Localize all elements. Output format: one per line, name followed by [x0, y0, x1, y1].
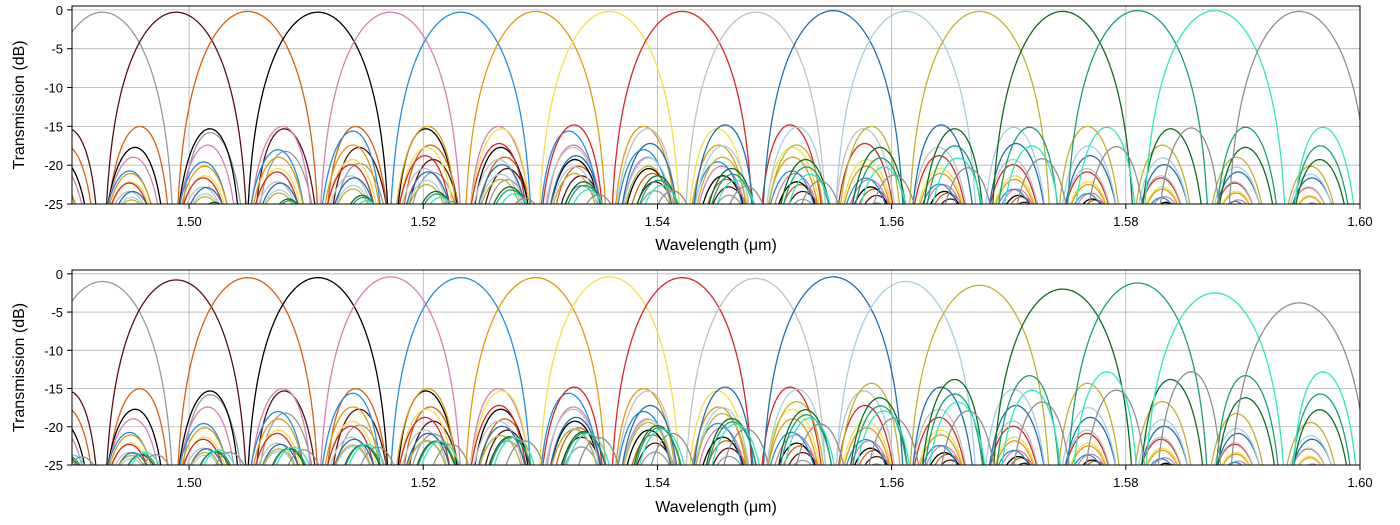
series-line-15: [72, 282, 1351, 465]
y-tick-label: -10: [44, 81, 63, 96]
y-axis-label: Transmission (dB): [11, 303, 28, 432]
plot-frame: [71, 269, 1361, 466]
series-line-12: [120, 280, 1333, 465]
y-tick-label: -25: [44, 197, 63, 212]
series-line-10: [114, 11, 1326, 204]
x-tick-label: 1.60: [1347, 214, 1372, 229]
y-tick-label: -5: [51, 305, 63, 320]
y-axis-label: Transmission (dB): [11, 40, 28, 169]
series-line-6: [72, 276, 1310, 465]
series-line-9: [110, 10, 1326, 204]
series-line-16: [72, 292, 1357, 465]
x-tick-label: 1.52: [411, 214, 436, 229]
y-tick-label: -20: [44, 158, 63, 173]
x-tick-label: 1.54: [645, 214, 670, 229]
x-tick-label: 1.50: [176, 475, 201, 490]
x-tick-label: 1.58: [1113, 214, 1138, 229]
series-line-6: [72, 11, 1310, 204]
series-line-2: [72, 11, 1031, 204]
x-axis-label: Wavelength (μm): [655, 499, 777, 516]
series-line-2: [72, 279, 1031, 465]
series-line-4: [72, 11, 1173, 204]
series-line-9: [110, 276, 1326, 465]
series-line-7: [72, 10, 1322, 204]
y-tick-label: -5: [51, 42, 63, 57]
y-tick-label: -10: [44, 343, 63, 358]
x-tick-label: 1.60: [1347, 475, 1372, 490]
x-tick-label: 1.56: [879, 475, 904, 490]
series-line-1: [72, 11, 883, 204]
series-line-8: [72, 10, 1323, 204]
series-line-12: [120, 10, 1333, 204]
x-tick-label: 1.58: [1113, 475, 1138, 490]
x-tick-label: 1.54: [645, 475, 670, 490]
x-tick-label: 1.56: [879, 214, 904, 229]
plot-frame: [71, 5, 1361, 205]
series-group: [72, 10, 1360, 204]
series-line-11: [118, 276, 1333, 465]
y-tick-label: -15: [44, 382, 63, 397]
series-line-8: [72, 276, 1323, 465]
series-line-7: [72, 276, 1322, 465]
x-tick-label: 1.52: [411, 475, 436, 490]
x-tick-label: 1.50: [176, 214, 201, 229]
y-tick-label: 0: [56, 267, 63, 282]
series-line-3: [72, 276, 1175, 465]
chart-bottom: 1.50 1.52 1.54 1.56 1.58 1.60 0 -5 -10 -15 -20 -25 W…: [11, 267, 1373, 516]
series-line-13: [118, 284, 1336, 465]
y-tick-label: 0: [56, 3, 63, 18]
y-tick-label: -15: [44, 119, 63, 134]
series-line-14: [72, 288, 1348, 465]
series-line-5: [72, 276, 1318, 465]
series-line-1: [72, 280, 883, 465]
series-line-5: [72, 11, 1318, 204]
x-axis-label: Wavelength (μm): [655, 237, 777, 254]
series-line-3: [72, 10, 1175, 204]
chart-top: 1.50 1.52 1.54 1.56 1.58 1.60 0 -5 -10 -15 -20 -25 W…: [11, 3, 1373, 254]
y-tick-label: -20: [44, 420, 63, 435]
series-line-17: [375, 10, 1360, 204]
series-line-14: [208, 10, 1345, 204]
series-line-16: [288, 10, 1355, 204]
series-line-13: [122, 10, 1335, 204]
y-tick-label: -25: [44, 458, 63, 473]
series-line-15: [211, 10, 1349, 204]
series-group: [72, 276, 1360, 465]
